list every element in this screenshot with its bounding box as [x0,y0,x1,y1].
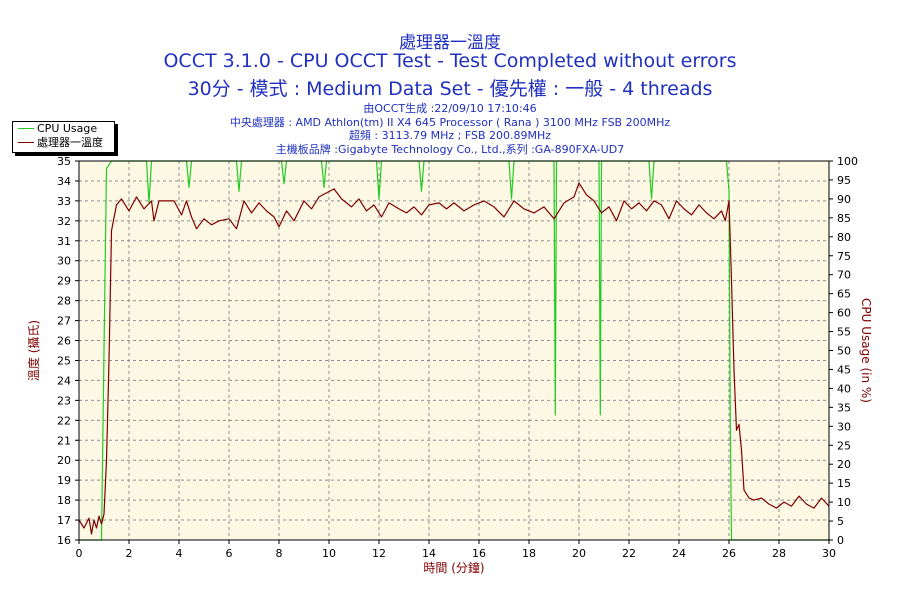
series-line-temperature [78,182,830,535]
y-tick-label: 19 [57,474,71,487]
y-tick-label: 17 [57,514,71,527]
y-tick-label: 22 [57,414,71,427]
legend-swatch-temperature [18,142,34,143]
y2-tick-label: 60 [837,307,851,320]
x-tick-label: 8 [276,547,283,560]
y-tick-label: 27 [57,315,71,328]
legend-swatch-cpu-usage [18,128,34,129]
y2-tick-label: 90 [837,193,851,206]
y2-axis-label: CPU Usage (in %) [859,298,873,403]
x-tick-label: 18 [522,547,536,560]
x-tick-label: 6 [226,547,233,560]
x-tick-label: 22 [622,547,636,560]
y-tick-label: 18 [57,494,71,507]
y-axis-label: 溫度 (攝氏) [26,320,41,381]
processor-info: 中央處理器 : AMD Athlon(tm) II X4 645 Process… [229,116,671,129]
y-tick-label: 29 [57,275,71,288]
x-tick-label: 28 [772,547,786,560]
y2-tick-label: 0 [837,534,844,547]
overclock-info: 超頻 : 3113.79 MHz ; FSB 200.89MHz [348,129,552,142]
y2-tick-label: 20 [837,458,851,471]
x-tick-label: 0 [76,547,83,560]
x-tick-label: 24 [672,547,686,560]
x-tick-label: 12 [372,547,386,560]
y-tick-label: 21 [57,434,71,447]
x-tick-label: 14 [422,547,436,560]
y-tick-label: 34 [57,175,71,188]
x-tick-label: 30 [822,547,836,560]
y2-tick-label: 25 [837,439,851,452]
x-tick-label: 2 [126,547,133,560]
x-axis-label: 時間 (分鐘) [423,560,484,575]
y-tick-label: 35 [57,155,71,168]
chart-title: 處理器一溫度 [399,33,501,53]
y-tick-label: 25 [57,354,71,367]
x-tick-label: 10 [322,547,336,560]
y2-tick-label: 5 [837,515,844,528]
y2-tick-label: 75 [837,250,851,263]
y2-tick-label: 30 [837,420,851,433]
y2-tick-label: 95 [837,174,851,187]
chart-legend: CPU Usage 處理器一溫度 [12,121,115,153]
chart-subtitle-test: OCCT 3.1.0 - CPU OCCT Test - Test Comple… [163,50,737,72]
y2-tick-label: 10 [837,496,851,509]
y-tick-label: 23 [57,394,71,407]
x-tick-label: 26 [722,547,736,560]
y2-tick-label: 80 [837,231,851,244]
legend-item-temperature: 處理器一溫度 [13,136,114,150]
y-tick-label: 33 [57,195,71,208]
y2-tick-label: 55 [837,326,851,339]
y-tick-label: 20 [57,454,71,467]
y2-tick-label: 65 [837,288,851,301]
y2-tick-label: 45 [837,363,851,376]
y-tick-label: 26 [57,335,71,348]
y2-tick-label: 70 [837,269,851,282]
y-tick-label: 16 [57,534,71,547]
plot-area [79,161,829,540]
y-tick-label: 28 [57,295,71,308]
legend-label-cpu-usage: CPU Usage [37,122,98,135]
y2-tick-label: 50 [837,345,851,358]
chart-subtitle-mode: 30分 - 模式 : Medium Data Set - 優先權 : 一般 - … [187,78,713,100]
generated-info: 由OCCT生成 :22/09/10 17:10:46 [363,102,537,115]
y-tick-label: 30 [57,255,71,268]
y2-tick-label: 100 [837,155,858,168]
motherboard-info: 主機板品牌 :Gigabyte Technology Co., Ltd.,系列 … [275,143,625,156]
y-tick-label: 24 [57,374,71,387]
y2-tick-label: 15 [837,477,851,490]
x-tick-label: 20 [572,547,586,560]
y2-tick-label: 40 [837,382,851,395]
y-tick-label: 31 [57,235,71,248]
y2-tick-label: 85 [837,212,851,225]
x-tick-label: 4 [176,547,183,560]
x-tick-label: 16 [472,547,486,560]
legend-label-temperature: 處理器一溫度 [37,136,103,149]
y-tick-label: 32 [57,215,71,228]
y2-tick-label: 35 [837,401,851,414]
legend-item-cpu-usage: CPU Usage [13,122,114,136]
